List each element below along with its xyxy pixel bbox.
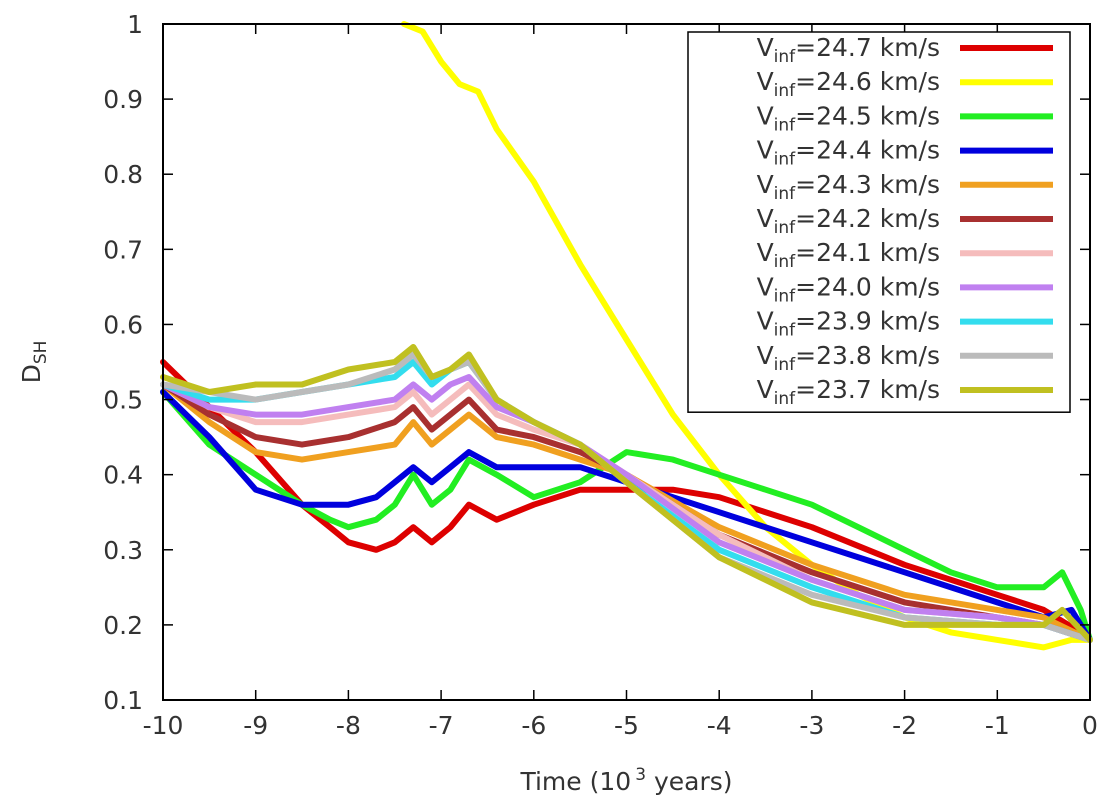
x-axis-label-tail: years) bbox=[646, 767, 733, 796]
legend-series-name: =24.2 km/s bbox=[795, 204, 940, 233]
legend-subscript: inf bbox=[774, 252, 796, 272]
series-line-2 bbox=[160, 389, 1093, 643]
y-tick-label: 0.5 bbox=[103, 386, 143, 415]
legend-subscript: inf bbox=[774, 47, 796, 67]
x-tick-label: -9 bbox=[243, 711, 268, 740]
x-tick-label: -1 bbox=[985, 711, 1010, 740]
legend-series-name: =24.0 km/s bbox=[795, 272, 940, 301]
y-tick-label: 0.4 bbox=[103, 461, 143, 490]
y-axis: 0.1 0.2 0.3 0.4 0.5 0.6 0.7 0.8 0.9 1 bbox=[103, 10, 1090, 715]
legend-label: Vinf=24.3 km/s bbox=[757, 170, 940, 204]
x-tick-label: 0 bbox=[1082, 711, 1098, 740]
y-axis-label-subscript: SH bbox=[31, 341, 51, 365]
legend-prefix: V bbox=[757, 33, 774, 62]
y-tick-label: 0.2 bbox=[103, 611, 143, 640]
series-line-0 bbox=[160, 359, 1093, 643]
x-tick-label: -3 bbox=[799, 711, 824, 740]
x-tick-label: -4 bbox=[707, 711, 732, 740]
y-tick-label: 0.6 bbox=[103, 310, 143, 339]
legend-prefix: V bbox=[757, 341, 774, 370]
series-line-4 bbox=[160, 381, 1093, 643]
series-line-10 bbox=[160, 344, 1093, 643]
legend-subscript: inf bbox=[774, 321, 796, 341]
legend-prefix: V bbox=[757, 238, 774, 267]
y-axis-label: DSH bbox=[17, 341, 51, 384]
legend-series-name: =23.9 km/s bbox=[795, 307, 940, 336]
legend-label: Vinf=23.9 km/s bbox=[757, 307, 940, 341]
legend-prefix: V bbox=[757, 272, 774, 301]
legend-label: Vinf=24.1 km/s bbox=[757, 238, 940, 272]
y-tick-label: 0.9 bbox=[103, 85, 143, 114]
legend-subscript: inf bbox=[774, 115, 796, 135]
legend-prefix: V bbox=[757, 204, 774, 233]
legend-series-name: =24.3 km/s bbox=[795, 170, 940, 199]
legend-series-name: =23.7 km/s bbox=[795, 375, 940, 404]
legend-subscript: inf bbox=[774, 81, 796, 101]
legend-label: Vinf=24.0 km/s bbox=[757, 272, 940, 306]
legend-label: Vinf=24.7 km/s bbox=[757, 33, 940, 67]
legend-box bbox=[687, 31, 1071, 413]
legend-prefix: V bbox=[757, 170, 774, 199]
x-axis-label-main: Time (10 bbox=[519, 767, 631, 796]
legend-label: Vinf=23.7 km/s bbox=[757, 375, 940, 409]
series-line-7 bbox=[160, 374, 1093, 643]
y-tick-label: 0.8 bbox=[103, 160, 143, 189]
x-axis-label-superscript: 3 bbox=[635, 765, 646, 785]
legend-label: Vinf=24.2 km/s bbox=[757, 204, 940, 238]
x-tick-label: -5 bbox=[614, 711, 639, 740]
legend-prefix: V bbox=[757, 136, 774, 165]
y-tick-label: 1 bbox=[127, 10, 143, 39]
x-axis-label: Time (10 3 years) bbox=[519, 765, 732, 796]
legend-label: Vinf=24.4 km/s bbox=[757, 136, 940, 170]
legend-series-name: =24.1 km/s bbox=[795, 238, 940, 267]
y-tick-label: 0.7 bbox=[103, 235, 143, 264]
series-layer bbox=[160, 21, 1093, 651]
legend-label: Vinf=23.8 km/s bbox=[757, 341, 940, 375]
legend-prefix: V bbox=[757, 375, 774, 404]
x-tick-label: -6 bbox=[521, 711, 546, 740]
legend-series-name: =23.8 km/s bbox=[795, 341, 940, 370]
x-tick-label: -8 bbox=[336, 711, 361, 740]
y-tick-label: 0.3 bbox=[103, 536, 143, 565]
legend-subscript: inf bbox=[774, 286, 796, 306]
legend-prefix: V bbox=[757, 101, 774, 130]
legend-series-name: =24.6 km/s bbox=[795, 67, 940, 96]
legend-subscript: inf bbox=[774, 389, 796, 409]
legend-series-name: =24.4 km/s bbox=[795, 136, 940, 165]
x-tick-label: -7 bbox=[429, 711, 454, 740]
legend-subscript: inf bbox=[774, 355, 796, 375]
legend-prefix: V bbox=[757, 307, 774, 336]
legend-prefix: V bbox=[757, 67, 774, 96]
legend-subscript: inf bbox=[774, 218, 796, 238]
legend-subscript: inf bbox=[774, 184, 796, 204]
x-axis: -10 -9 -8 -7 -6 -5 -4 -3 -2 -1 0 bbox=[143, 24, 1098, 740]
series-line-5 bbox=[160, 381, 1093, 643]
x-tick-label: -2 bbox=[892, 711, 917, 740]
x-tick-label: -10 bbox=[143, 711, 184, 740]
series-line-3 bbox=[160, 389, 1093, 643]
legend-subscript: inf bbox=[774, 150, 796, 170]
legend-label: Vinf=24.6 km/s bbox=[757, 67, 940, 101]
y-axis-label-main: D bbox=[17, 364, 46, 383]
legend-label: Vinf=24.5 km/s bbox=[757, 101, 940, 135]
series-line-1 bbox=[401, 21, 1093, 651]
legend-series-name: =24.5 km/s bbox=[795, 101, 940, 130]
y-tick-label: 0.1 bbox=[103, 686, 143, 715]
legend-series-name: =24.7 km/s bbox=[795, 33, 940, 62]
